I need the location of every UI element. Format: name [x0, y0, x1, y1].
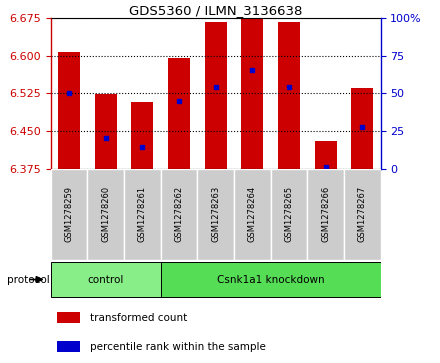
Text: GSM1278266: GSM1278266	[321, 186, 330, 242]
Title: GDS5360 / ILMN_3136638: GDS5360 / ILMN_3136638	[129, 4, 302, 17]
Bar	[57, 312, 81, 323]
Bar	[315, 141, 337, 169]
Bar	[168, 58, 190, 169]
Bar	[271, 169, 307, 260]
Text: Csnk1a1 knockdown: Csnk1a1 knockdown	[217, 274, 324, 285]
Bar	[241, 9, 263, 169]
Text: GSM1278262: GSM1278262	[174, 186, 183, 242]
Bar	[344, 169, 381, 260]
Bar	[234, 169, 271, 260]
Text: control: control	[88, 274, 124, 285]
Bar	[87, 169, 124, 260]
Bar	[161, 261, 381, 298]
Bar	[58, 52, 80, 169]
Bar	[51, 261, 161, 298]
Bar	[161, 169, 197, 260]
Bar	[57, 341, 81, 352]
Text: GSM1278264: GSM1278264	[248, 186, 257, 242]
Bar	[197, 169, 234, 260]
Bar	[124, 169, 161, 260]
Text: GSM1278261: GSM1278261	[138, 186, 147, 242]
Text: GSM1278263: GSM1278263	[211, 186, 220, 242]
Bar	[51, 169, 87, 260]
Text: transformed count: transformed count	[90, 313, 187, 323]
Bar	[95, 94, 117, 169]
Bar	[278, 22, 300, 169]
Bar	[205, 22, 227, 169]
Text: GSM1278260: GSM1278260	[101, 186, 110, 242]
Bar	[307, 169, 344, 260]
Text: protocol: protocol	[7, 274, 49, 285]
Bar	[351, 89, 373, 169]
Text: GSM1278265: GSM1278265	[284, 186, 293, 242]
Text: GSM1278267: GSM1278267	[358, 186, 367, 242]
Bar	[131, 102, 153, 169]
Text: percentile rank within the sample: percentile rank within the sample	[90, 342, 266, 352]
Text: GSM1278259: GSM1278259	[64, 186, 73, 242]
